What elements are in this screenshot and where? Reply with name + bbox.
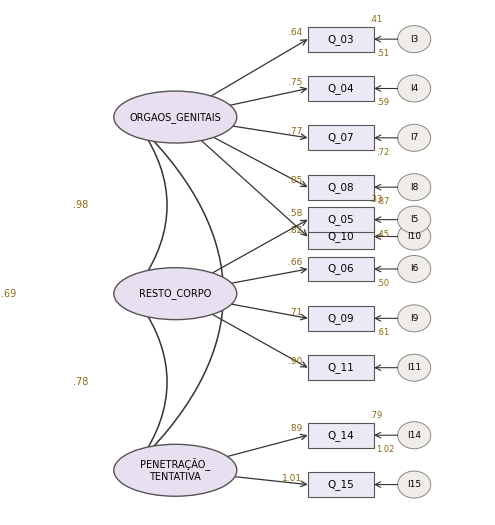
Text: .59: .59 — [376, 98, 390, 107]
Text: .77: .77 — [288, 127, 302, 136]
Ellipse shape — [397, 124, 431, 151]
Text: I11: I11 — [407, 363, 421, 372]
Text: .41: .41 — [369, 15, 382, 24]
Text: .50: .50 — [376, 279, 390, 288]
FancyBboxPatch shape — [308, 125, 374, 150]
Ellipse shape — [397, 256, 431, 282]
Text: .78: .78 — [73, 377, 88, 387]
FancyBboxPatch shape — [308, 207, 374, 232]
FancyBboxPatch shape — [308, 175, 374, 200]
Text: I3: I3 — [410, 35, 418, 44]
Text: .82: .82 — [288, 226, 302, 235]
Text: I14: I14 — [407, 430, 421, 440]
Text: Q_10: Q_10 — [328, 231, 354, 242]
FancyBboxPatch shape — [308, 355, 374, 380]
Text: .87: .87 — [376, 197, 390, 206]
Text: .72: .72 — [376, 148, 390, 156]
Text: Q_07: Q_07 — [328, 132, 354, 143]
Text: Q_11: Q_11 — [328, 362, 354, 373]
Text: PENETRAÇÃO_
TENTATIVA: PENETRAÇÃO_ TENTATIVA — [140, 458, 210, 482]
Ellipse shape — [114, 268, 237, 320]
Text: I4: I4 — [410, 84, 418, 93]
Text: I5: I5 — [410, 215, 418, 224]
Text: 1.02: 1.02 — [376, 445, 395, 454]
Ellipse shape — [397, 471, 431, 498]
Text: I10: I10 — [407, 232, 421, 241]
Text: .79: .79 — [369, 411, 383, 419]
Text: .45: .45 — [376, 229, 390, 238]
Text: Q_06: Q_06 — [328, 264, 354, 275]
Text: I8: I8 — [410, 183, 418, 192]
Text: I9: I9 — [410, 314, 418, 323]
Text: .89: .89 — [288, 425, 302, 434]
FancyBboxPatch shape — [308, 224, 374, 249]
Ellipse shape — [397, 75, 431, 102]
Text: Q_04: Q_04 — [328, 83, 354, 94]
Text: I15: I15 — [407, 480, 421, 489]
Ellipse shape — [397, 174, 431, 201]
Text: Q_05: Q_05 — [328, 214, 354, 225]
Text: .98: .98 — [73, 201, 88, 211]
Text: Q_14: Q_14 — [328, 430, 354, 440]
Ellipse shape — [397, 26, 431, 52]
FancyBboxPatch shape — [308, 257, 374, 281]
Text: I7: I7 — [410, 133, 418, 142]
FancyBboxPatch shape — [308, 76, 374, 101]
FancyBboxPatch shape — [308, 423, 374, 448]
Text: .69: .69 — [0, 289, 16, 299]
Text: .75: .75 — [288, 78, 302, 87]
Text: .64: .64 — [288, 28, 302, 37]
Ellipse shape — [397, 223, 431, 250]
Text: .51: .51 — [376, 49, 390, 58]
Text: RESTO_CORPO: RESTO_CORPO — [139, 288, 211, 299]
Text: I6: I6 — [410, 265, 418, 274]
Text: Q_15: Q_15 — [328, 479, 354, 490]
FancyBboxPatch shape — [308, 306, 374, 331]
Ellipse shape — [397, 206, 431, 233]
Text: .66: .66 — [288, 258, 302, 267]
Text: ORGAOS_GENITAIS: ORGAOS_GENITAIS — [129, 112, 221, 122]
FancyBboxPatch shape — [308, 27, 374, 51]
Text: .58: .58 — [288, 209, 302, 218]
Text: .85: .85 — [288, 176, 302, 185]
Text: .90: .90 — [288, 357, 302, 366]
Ellipse shape — [114, 91, 237, 143]
Ellipse shape — [397, 422, 431, 449]
Text: .71: .71 — [288, 308, 302, 317]
Text: Q_03: Q_03 — [328, 34, 354, 45]
Text: Q_09: Q_09 — [328, 313, 354, 324]
Ellipse shape — [397, 354, 431, 381]
Text: .61: .61 — [376, 328, 390, 337]
FancyBboxPatch shape — [308, 472, 374, 497]
Ellipse shape — [397, 305, 431, 332]
Text: .33: .33 — [369, 195, 383, 204]
Text: Q_08: Q_08 — [328, 182, 354, 193]
Text: 1.01: 1.01 — [282, 474, 302, 483]
Ellipse shape — [114, 444, 237, 496]
